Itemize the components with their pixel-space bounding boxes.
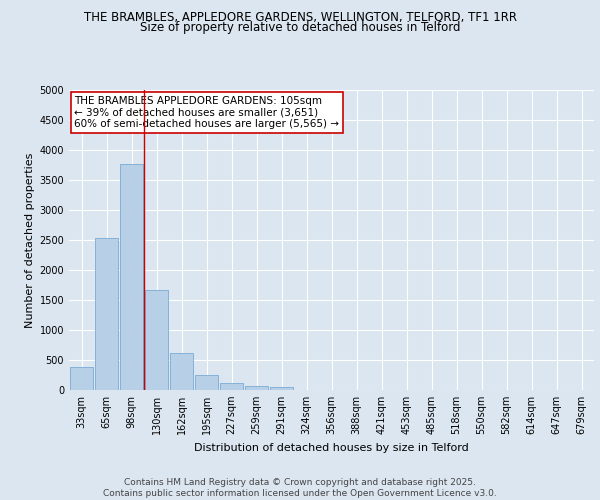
X-axis label: Distribution of detached houses by size in Telford: Distribution of detached houses by size … [194, 442, 469, 452]
Bar [145, 290, 168, 390]
Text: THE BRAMBLES, APPLEDORE GARDENS, WELLINGTON, TELFORD, TF1 1RR: THE BRAMBLES, APPLEDORE GARDENS, WELLING… [83, 11, 517, 24]
Bar [120, 164, 143, 390]
Bar [220, 384, 243, 390]
Bar [270, 386, 293, 390]
Bar [70, 367, 93, 390]
Y-axis label: Number of detached properties: Number of detached properties [25, 152, 35, 328]
Bar [170, 353, 193, 390]
Text: THE BRAMBLES APPLEDORE GARDENS: 105sqm
← 39% of detached houses are smaller (3,6: THE BRAMBLES APPLEDORE GARDENS: 105sqm ←… [74, 96, 339, 129]
Bar [95, 238, 118, 390]
Bar [245, 386, 268, 390]
Text: Contains HM Land Registry data © Crown copyright and database right 2025.
Contai: Contains HM Land Registry data © Crown c… [103, 478, 497, 498]
Bar [195, 376, 218, 390]
Text: Size of property relative to detached houses in Telford: Size of property relative to detached ho… [140, 21, 460, 34]
